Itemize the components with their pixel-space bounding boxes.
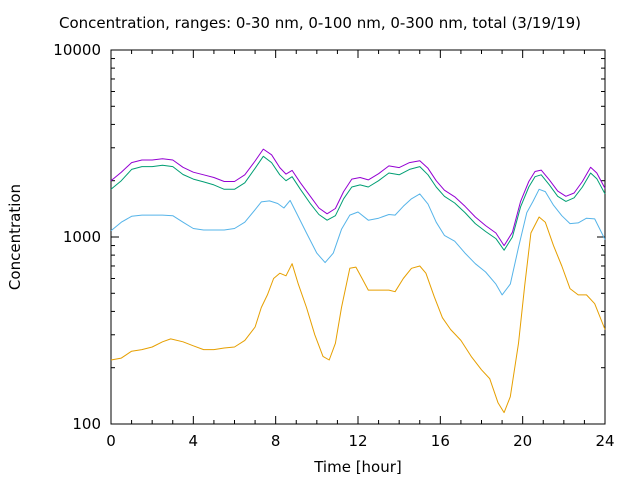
y-tick-label: 10000 bbox=[53, 41, 101, 59]
series-line-2 bbox=[110, 188, 606, 296]
series-line-1 bbox=[110, 216, 606, 414]
x-tick-label: 12 bbox=[348, 432, 367, 450]
x-tick-label: 16 bbox=[431, 432, 450, 450]
x-tick-label: 4 bbox=[189, 432, 199, 450]
x-tick-label: 8 bbox=[271, 432, 281, 450]
chart-title: Concentration, ranges: 0-30 nm, 0-100 nm… bbox=[59, 14, 581, 32]
x-tick-label: 0 bbox=[106, 432, 116, 450]
x-axis-label: Time [hour] bbox=[313, 458, 402, 476]
y-axis-label: Concentration bbox=[6, 184, 24, 290]
series-lines bbox=[110, 148, 606, 414]
x-tick-label: 24 bbox=[595, 432, 614, 450]
y-tick-label: 100 bbox=[72, 415, 101, 433]
axis-ticks: 0 4 8 12 16 20 24 100 1000 10000 bbox=[53, 41, 614, 450]
series-line-3 bbox=[110, 155, 606, 251]
series-line-4 bbox=[110, 148, 606, 247]
y-tick-label: 1000 bbox=[63, 228, 101, 246]
x-tick-label: 20 bbox=[513, 432, 532, 450]
